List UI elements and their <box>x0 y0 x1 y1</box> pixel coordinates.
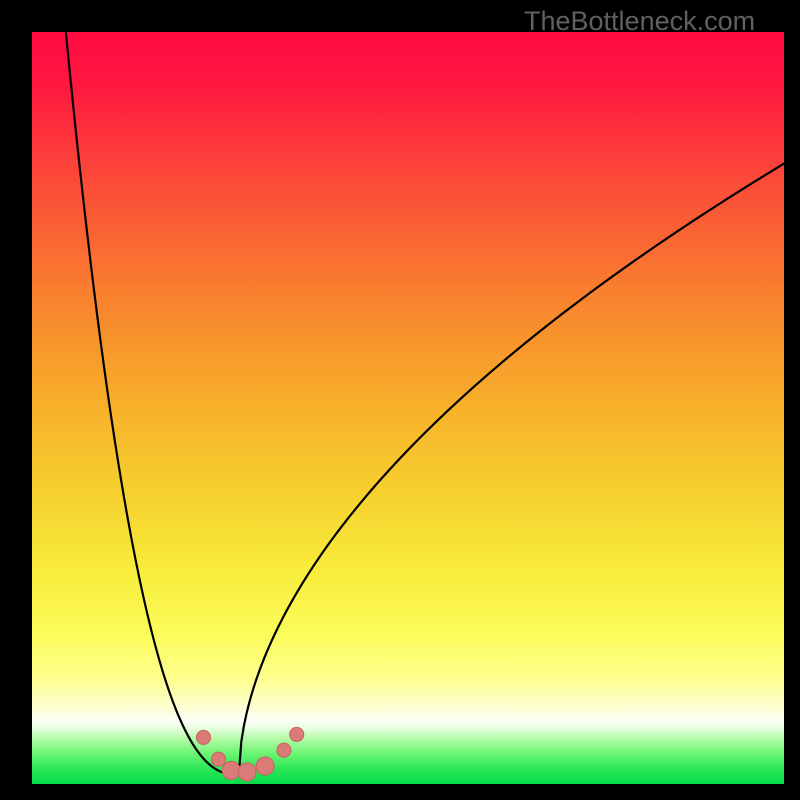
watermark-text: TheBottleneck.com <box>524 6 755 37</box>
curve-marker <box>256 757 274 775</box>
curve-marker <box>196 730 210 744</box>
curve-marker <box>212 752 226 766</box>
curve-marker <box>277 743 291 757</box>
plot-area <box>32 32 784 784</box>
curve-marker <box>238 763 256 781</box>
curve-marker <box>222 761 240 779</box>
curve-marker <box>290 727 304 741</box>
